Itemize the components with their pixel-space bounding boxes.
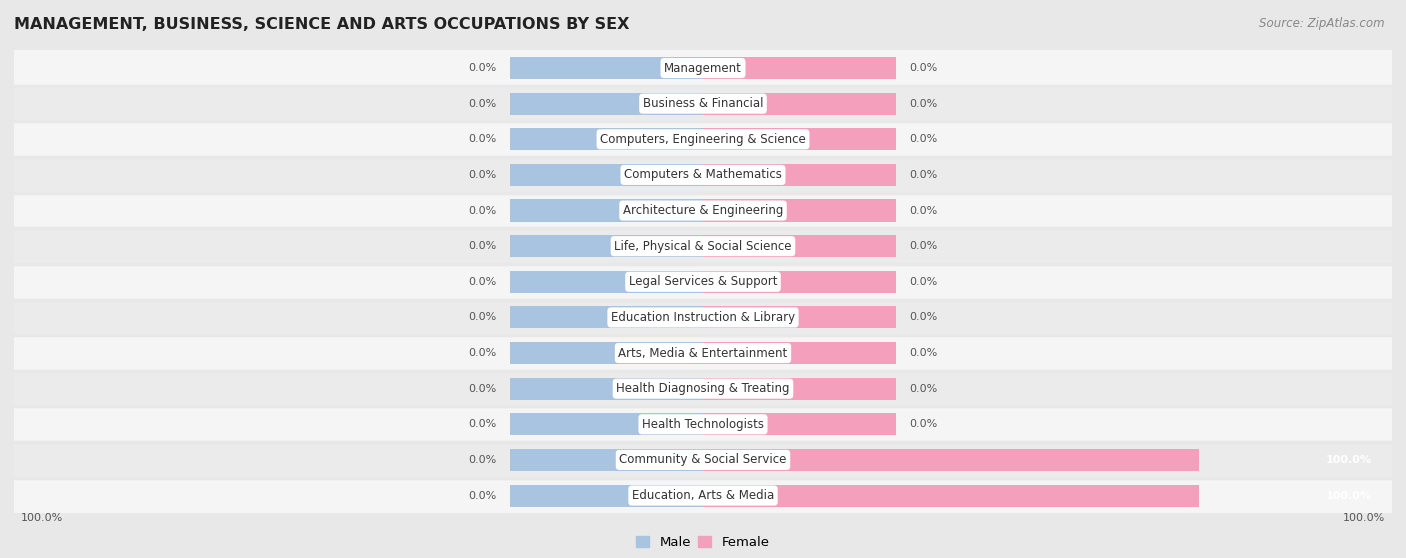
Bar [14,228,1392,264]
Legend: Male, Female: Male, Female [633,532,773,553]
Text: 0.0%: 0.0% [468,455,496,465]
Bar [703,164,896,186]
Text: Education Instruction & Library: Education Instruction & Library [612,311,794,324]
Bar [703,484,1199,507]
Text: 0.0%: 0.0% [468,63,496,73]
Text: 0.0%: 0.0% [468,241,496,251]
Text: 100.0%: 100.0% [1326,490,1371,501]
Bar [703,128,896,150]
Text: 0.0%: 0.0% [468,490,496,501]
Text: 0.0%: 0.0% [468,312,496,323]
Text: Computers, Engineering & Science: Computers, Engineering & Science [600,133,806,146]
Bar [510,484,703,507]
Bar [14,300,1392,335]
Text: 0.0%: 0.0% [910,312,938,323]
Bar [510,200,703,222]
Text: 0.0%: 0.0% [910,134,938,145]
Bar [703,449,1199,471]
Text: 0.0%: 0.0% [910,419,938,429]
Bar [14,86,1392,122]
Text: 0.0%: 0.0% [468,205,496,215]
Bar [14,371,1392,406]
Text: Business & Financial: Business & Financial [643,97,763,110]
Text: 0.0%: 0.0% [910,348,938,358]
Bar [510,128,703,150]
Text: 100.0%: 100.0% [21,513,63,523]
Bar [510,342,703,364]
Bar [510,164,703,186]
Bar [14,157,1392,193]
Text: 0.0%: 0.0% [468,384,496,393]
Bar [510,449,703,471]
Text: MANAGEMENT, BUSINESS, SCIENCE AND ARTS OCCUPATIONS BY SEX: MANAGEMENT, BUSINESS, SCIENCE AND ARTS O… [14,17,630,32]
Text: 0.0%: 0.0% [910,241,938,251]
Text: 0.0%: 0.0% [468,134,496,145]
Text: 0.0%: 0.0% [468,277,496,287]
Text: 0.0%: 0.0% [468,99,496,109]
Bar [703,57,896,79]
Text: 0.0%: 0.0% [910,384,938,393]
Text: Health Technologists: Health Technologists [643,418,763,431]
Text: Arts, Media & Entertainment: Arts, Media & Entertainment [619,347,787,359]
Text: Education, Arts & Media: Education, Arts & Media [631,489,775,502]
Text: Source: ZipAtlas.com: Source: ZipAtlas.com [1260,17,1385,30]
Text: Architecture & Engineering: Architecture & Engineering [623,204,783,217]
Bar [14,406,1392,442]
Bar [14,264,1392,300]
Bar [510,235,703,257]
Bar [510,306,703,329]
Bar [14,193,1392,228]
Text: Community & Social Service: Community & Social Service [619,454,787,466]
Text: Legal Services & Support: Legal Services & Support [628,275,778,288]
Bar [510,378,703,400]
Bar [14,50,1392,86]
Bar [14,478,1392,513]
Bar [510,93,703,115]
Bar [703,235,896,257]
Text: 0.0%: 0.0% [910,170,938,180]
Text: Computers & Mathematics: Computers & Mathematics [624,169,782,181]
Text: Life, Physical & Social Science: Life, Physical & Social Science [614,240,792,253]
Bar [703,378,896,400]
Text: Management: Management [664,61,742,75]
Bar [703,271,896,293]
Text: 0.0%: 0.0% [468,170,496,180]
Text: 0.0%: 0.0% [910,277,938,287]
Bar [510,57,703,79]
Bar [703,413,896,435]
Text: 0.0%: 0.0% [910,99,938,109]
Bar [703,200,896,222]
Text: 100.0%: 100.0% [1343,513,1385,523]
Bar [14,335,1392,371]
Bar [703,93,896,115]
Text: Health Diagnosing & Treating: Health Diagnosing & Treating [616,382,790,395]
Text: 0.0%: 0.0% [468,419,496,429]
Bar [703,306,896,329]
Text: 100.0%: 100.0% [1326,455,1371,465]
Bar [510,413,703,435]
Text: 0.0%: 0.0% [468,348,496,358]
Bar [703,342,896,364]
Text: 0.0%: 0.0% [910,205,938,215]
Bar [14,122,1392,157]
Bar [510,271,703,293]
Text: 0.0%: 0.0% [910,63,938,73]
Bar [14,442,1392,478]
